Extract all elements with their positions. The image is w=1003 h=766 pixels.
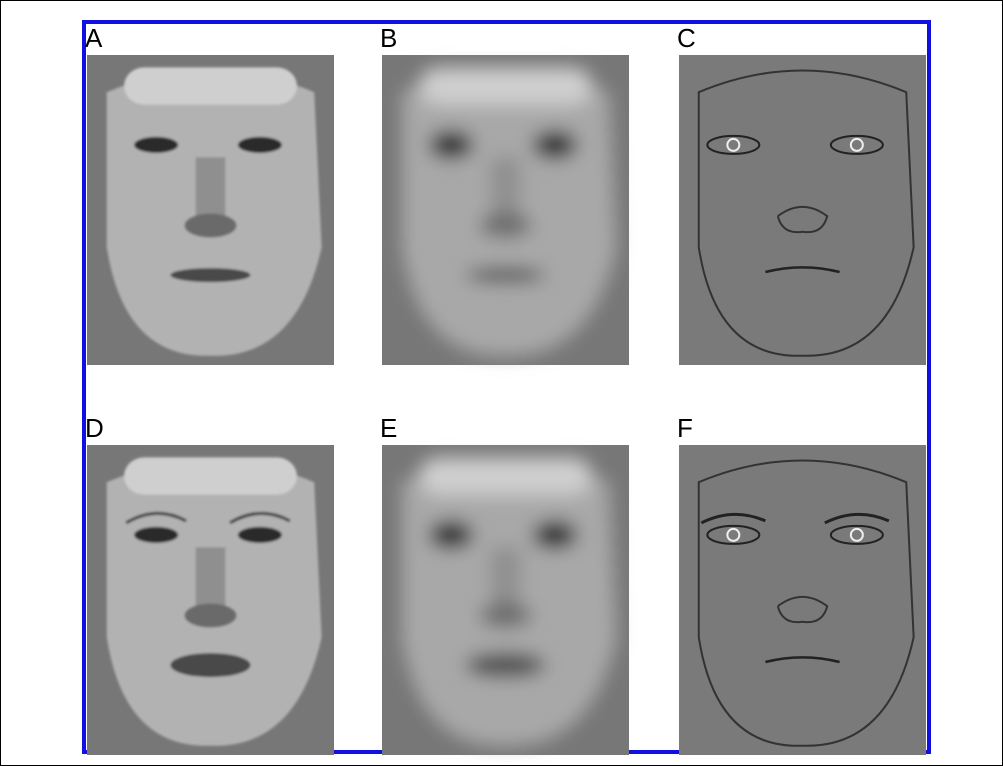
face-image [679,445,926,755]
forehead [124,457,297,494]
eye [429,521,473,549]
nose-tip [480,214,532,238]
face-image [87,55,334,365]
panel-label: D [85,413,104,443]
nose-tip [185,214,237,238]
face [107,67,322,355]
eye [134,137,178,153]
face [402,457,617,745]
mouth [171,268,251,282]
nose-shadow [491,157,521,219]
nose-shadow [196,157,226,219]
nose-shadow [196,547,226,609]
panel-label: C [677,23,696,53]
face-image [679,55,926,365]
eye [533,131,577,159]
mouth [466,653,546,677]
panel-label: F [677,413,693,443]
eye [429,131,473,159]
panel-label: B [380,23,397,53]
panel-label: E [380,413,397,443]
face-image [382,445,629,755]
mouth [466,268,546,282]
panel-label: A [85,23,103,53]
image-background [679,55,926,365]
nose-tip [185,604,237,628]
face-image [87,445,334,755]
face [107,457,322,745]
forehead [419,457,592,494]
eye [238,527,282,543]
nose-shadow [491,547,521,609]
eye [533,521,577,549]
eye [134,527,178,543]
face-image [382,55,629,365]
figure: A B C D E F [0,0,1003,766]
eye [238,137,282,153]
forehead [419,67,592,104]
image-background [679,445,926,755]
face [402,67,617,355]
mouth [171,653,251,677]
nose-tip [480,604,532,628]
forehead [124,67,297,104]
